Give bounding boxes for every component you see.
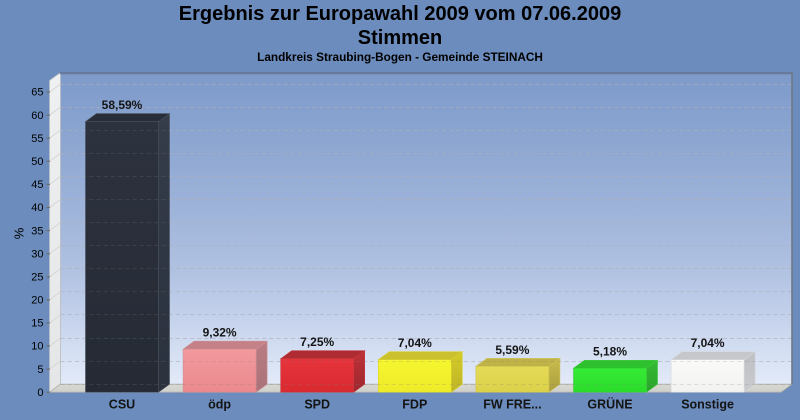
svg-text:40: 40 (31, 202, 43, 214)
svg-text:58,59%: 58,59% (102, 98, 143, 112)
svg-text:65: 65 (31, 87, 43, 99)
svg-text:ödp: ödp (208, 398, 231, 412)
svg-text:30: 30 (31, 248, 43, 260)
svg-text:55: 55 (31, 133, 43, 145)
svg-text:GRÜNE: GRÜNE (587, 397, 632, 412)
svg-text:7,04%: 7,04% (398, 336, 432, 350)
svg-text:10: 10 (31, 341, 43, 353)
svg-text:5: 5 (37, 364, 43, 376)
svg-text:5,59%: 5,59% (495, 343, 529, 357)
svg-text:20: 20 (31, 295, 43, 307)
svg-text:FW FRE...: FW FRE... (483, 398, 541, 412)
svg-text:25: 25 (31, 271, 43, 283)
svg-text:45: 45 (31, 179, 43, 191)
svg-text:7,04%: 7,04% (691, 336, 725, 350)
svg-text:Sonstige: Sonstige (681, 398, 734, 412)
svg-text:%: % (11, 227, 26, 239)
svg-text:0: 0 (37, 387, 43, 399)
svg-text:SPD: SPD (304, 398, 330, 412)
svg-text:FDP: FDP (402, 398, 427, 412)
svg-text:CSU: CSU (109, 398, 135, 412)
svg-text:7,25%: 7,25% (300, 335, 334, 349)
svg-text:15: 15 (31, 318, 43, 330)
svg-text:60: 60 (31, 110, 43, 122)
svg-text:50: 50 (31, 156, 43, 168)
svg-text:35: 35 (31, 225, 43, 237)
svg-text:5,18%: 5,18% (593, 345, 627, 359)
svg-text:9,32%: 9,32% (203, 326, 237, 340)
